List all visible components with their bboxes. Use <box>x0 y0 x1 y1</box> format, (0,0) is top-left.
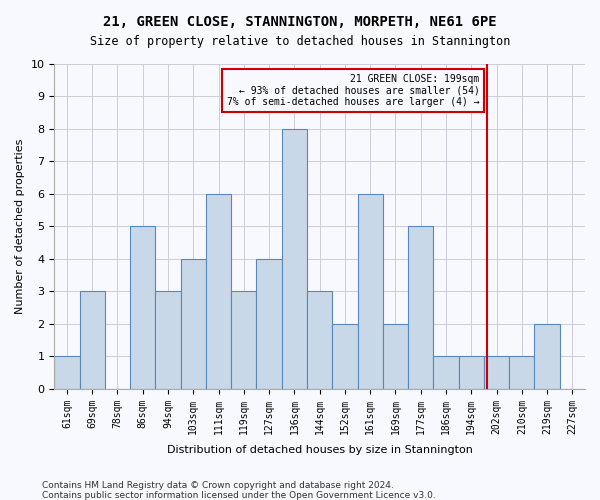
Bar <box>433 356 458 389</box>
Bar <box>155 292 181 389</box>
Bar <box>383 324 408 389</box>
Text: 21 GREEN CLOSE: 199sqm
← 93% of detached houses are smaller (54)
7% of semi-deta: 21 GREEN CLOSE: 199sqm ← 93% of detached… <box>227 74 479 107</box>
X-axis label: Distribution of detached houses by size in Stannington: Distribution of detached houses by size … <box>167 445 473 455</box>
Bar <box>231 292 256 389</box>
Bar <box>358 194 383 389</box>
Bar <box>181 259 206 389</box>
Bar <box>535 324 560 389</box>
Bar <box>54 356 80 389</box>
Text: Contains public sector information licensed under the Open Government Licence v3: Contains public sector information licen… <box>42 491 436 500</box>
Bar <box>80 292 105 389</box>
Bar <box>408 226 433 389</box>
Bar <box>484 356 509 389</box>
Bar <box>458 356 484 389</box>
Text: Contains HM Land Registry data © Crown copyright and database right 2024.: Contains HM Land Registry data © Crown c… <box>42 481 394 490</box>
Bar <box>206 194 231 389</box>
Text: Size of property relative to detached houses in Stannington: Size of property relative to detached ho… <box>90 35 510 48</box>
Bar <box>130 226 155 389</box>
Bar <box>256 259 282 389</box>
Bar <box>282 129 307 389</box>
Text: 21, GREEN CLOSE, STANNINGTON, MORPETH, NE61 6PE: 21, GREEN CLOSE, STANNINGTON, MORPETH, N… <box>103 15 497 29</box>
Bar <box>307 292 332 389</box>
Bar <box>332 324 358 389</box>
Bar <box>509 356 535 389</box>
Y-axis label: Number of detached properties: Number of detached properties <box>15 139 25 314</box>
